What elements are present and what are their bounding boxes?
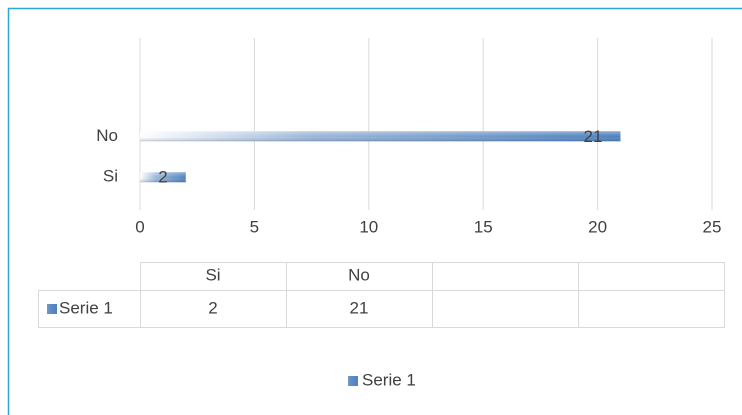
x-tick-label: 20 bbox=[588, 217, 607, 236]
data-label: 2 bbox=[158, 168, 167, 187]
table-header: No bbox=[348, 265, 370, 284]
table-cell bbox=[432, 290, 579, 328]
y-tick-label: No bbox=[96, 126, 118, 145]
table-header: Si bbox=[205, 265, 220, 284]
chart-frame bbox=[7, 7, 742, 415]
table-cell bbox=[578, 262, 725, 291]
x-tick-label: 25 bbox=[703, 217, 722, 236]
table-series-name: Serie 1 bbox=[59, 298, 113, 317]
table-cell bbox=[432, 262, 579, 291]
y-tick-label: Si bbox=[103, 167, 118, 186]
table-value: 21 bbox=[350, 298, 369, 317]
legend-key-shade bbox=[47, 304, 57, 314]
x-tick-label: 0 bbox=[135, 217, 144, 236]
legend-key-shade bbox=[348, 376, 358, 386]
bar-shade bbox=[140, 172, 186, 183]
legend-label: Serie 1 bbox=[362, 370, 416, 389]
data-table bbox=[38, 262, 725, 328]
x-tick-label: 10 bbox=[359, 217, 378, 236]
x-tick-label: 15 bbox=[474, 217, 493, 236]
table-cell bbox=[578, 290, 725, 328]
bar-shade bbox=[140, 131, 621, 142]
data-label: 21 bbox=[584, 127, 603, 146]
x-tick-label: 5 bbox=[250, 217, 259, 236]
table-value: 2 bbox=[208, 298, 217, 317]
